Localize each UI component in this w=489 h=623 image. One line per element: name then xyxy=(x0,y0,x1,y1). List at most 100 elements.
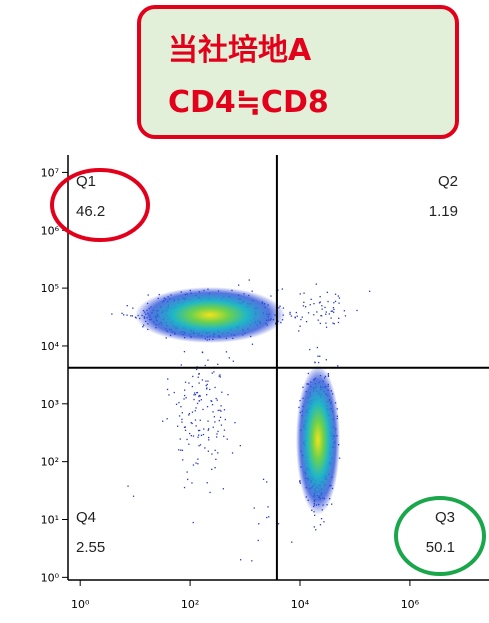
event-dot xyxy=(198,395,200,398)
event-dot xyxy=(204,447,206,449)
event-dot xyxy=(175,403,178,405)
event-dot xyxy=(132,307,134,309)
event-dot xyxy=(356,309,358,312)
event-dot xyxy=(251,290,253,292)
event-dot xyxy=(179,438,181,440)
event-dot xyxy=(331,503,333,505)
population xyxy=(296,365,340,515)
event-dot xyxy=(185,397,187,399)
event-dot xyxy=(194,419,197,421)
event-dot xyxy=(195,462,197,464)
event-dot xyxy=(319,301,321,303)
event-dot xyxy=(126,314,128,316)
event-dot xyxy=(196,368,198,371)
event-dot xyxy=(207,450,209,452)
event-dot xyxy=(205,384,207,387)
event-dot xyxy=(181,412,183,414)
event-dot xyxy=(332,307,335,309)
event-dot xyxy=(316,346,318,349)
event-dot xyxy=(325,326,328,328)
event-dot xyxy=(188,413,191,415)
event-dot xyxy=(200,399,202,401)
title-box xyxy=(137,5,459,139)
event-dot xyxy=(123,314,125,316)
event-dot xyxy=(131,315,134,317)
event-dot xyxy=(194,410,196,412)
event-dot xyxy=(317,319,319,321)
event-dot xyxy=(211,468,213,470)
event-dot xyxy=(183,351,186,353)
y-tick-label: 10⁵ xyxy=(41,282,59,295)
event-dot xyxy=(258,523,260,525)
event-dot xyxy=(168,394,170,396)
event-dot xyxy=(325,311,327,313)
event-dot xyxy=(187,478,189,481)
event-dot xyxy=(192,375,194,378)
event-dot xyxy=(333,311,335,313)
event-dot xyxy=(198,382,200,384)
event-dot xyxy=(166,388,169,391)
y-tick-label: 10⁶ xyxy=(41,224,60,237)
event-dot xyxy=(198,445,200,447)
event-dot xyxy=(193,398,195,401)
event-dot xyxy=(318,302,321,304)
event-dot xyxy=(130,315,132,317)
event-dot xyxy=(217,409,219,412)
y-tick-label: 10¹ xyxy=(41,514,59,527)
event-dot xyxy=(194,394,197,396)
event-dot xyxy=(337,365,339,367)
event-dot xyxy=(199,444,202,446)
event-dot xyxy=(206,406,209,408)
event-dot xyxy=(325,359,327,361)
event-dot xyxy=(324,306,326,309)
event-dot xyxy=(219,416,222,418)
event-dot xyxy=(162,420,164,422)
event-dot xyxy=(231,452,234,454)
event-dot xyxy=(191,385,193,388)
event-dot xyxy=(206,383,208,386)
event-dot xyxy=(295,311,297,314)
event-dot xyxy=(178,449,180,451)
event-dot xyxy=(257,539,259,542)
event-dot xyxy=(208,439,210,441)
event-dot xyxy=(234,422,236,424)
event-dot xyxy=(207,380,209,382)
event-dot xyxy=(209,491,211,494)
event-dot xyxy=(302,305,305,307)
event-dot xyxy=(208,436,210,439)
event-dot xyxy=(214,449,216,451)
event-dot xyxy=(282,307,285,309)
highlight-circle xyxy=(50,168,150,242)
event-dot xyxy=(166,418,168,420)
event-dot xyxy=(197,463,199,465)
event-dot xyxy=(201,351,204,353)
event-dot xyxy=(219,409,221,411)
event-dot xyxy=(319,322,321,325)
event-dot xyxy=(251,343,254,345)
event-dot xyxy=(180,364,182,366)
event-dot xyxy=(207,359,209,361)
event-dot xyxy=(183,486,186,489)
event-dot xyxy=(207,429,209,431)
population xyxy=(135,287,285,343)
quadrant-percent: 2.55 xyxy=(76,539,105,556)
event-dot xyxy=(215,458,217,460)
event-dot xyxy=(191,411,194,413)
event-dot xyxy=(334,300,337,302)
event-dot xyxy=(208,428,210,430)
event-dot xyxy=(227,394,229,396)
event-dot xyxy=(321,305,323,307)
event-dot xyxy=(305,321,308,323)
quadrant-percent: 46.2 xyxy=(76,203,105,220)
event-dot xyxy=(214,421,216,423)
event-dot xyxy=(224,418,226,421)
event-dot xyxy=(309,304,311,306)
event-dot xyxy=(217,363,219,365)
y-tick-label: 10⁰ xyxy=(41,571,60,584)
event-dot xyxy=(300,318,302,321)
event-dot xyxy=(196,402,199,405)
event-dot xyxy=(240,559,242,561)
event-dot xyxy=(338,457,341,459)
event-dot xyxy=(253,507,255,509)
event-dot xyxy=(182,459,184,461)
